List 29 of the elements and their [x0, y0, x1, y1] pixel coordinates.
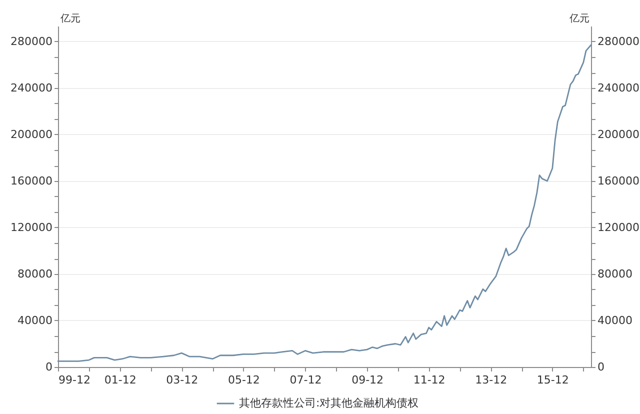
- line-series: [57, 44, 592, 362]
- y2-tick-label: 40000: [598, 314, 632, 327]
- y-tick-label: 0: [46, 360, 52, 374]
- y2-tick-label: 280000: [598, 35, 640, 48]
- y-tick-label: 280000: [10, 35, 52, 48]
- x-tick-label: 01-12: [104, 374, 136, 386]
- y-tick-label: 40000: [18, 314, 52, 327]
- x-tick-label: 05-12: [228, 374, 260, 386]
- y-tick-label: 80000: [18, 268, 52, 280]
- y2-axis-title: 亿元: [568, 14, 590, 24]
- y-tick-label: 120000: [10, 221, 52, 234]
- y-tick-label: 240000: [10, 82, 52, 94]
- y2-tick-label: 240000: [598, 82, 640, 94]
- legend-label: 其他存款性公司:对其他金融机构债权: [239, 396, 419, 410]
- y2-tick-label: 80000: [598, 268, 632, 280]
- x-tick-label: 07-12: [290, 374, 322, 386]
- y2-tick-label: 200000: [598, 128, 640, 141]
- y2-tick-label: 160000: [598, 174, 640, 188]
- y2-tick-label: 120000: [598, 221, 640, 234]
- y-tick-label: 160000: [10, 174, 52, 188]
- x-tick-label: 09-12: [352, 374, 384, 386]
- x-tick-label: 15-12: [536, 374, 569, 386]
- y-axis-title: 亿元: [60, 14, 80, 24]
- x-tick-label: 03-12: [166, 374, 198, 386]
- x-tick-label: 13-12: [475, 374, 508, 386]
- x-tick-label: 99-12: [58, 374, 90, 386]
- x-tick-label: 11-12: [413, 374, 446, 386]
- y2-tick-label: 0: [598, 360, 604, 374]
- y-tick-label: 200000: [10, 128, 52, 141]
